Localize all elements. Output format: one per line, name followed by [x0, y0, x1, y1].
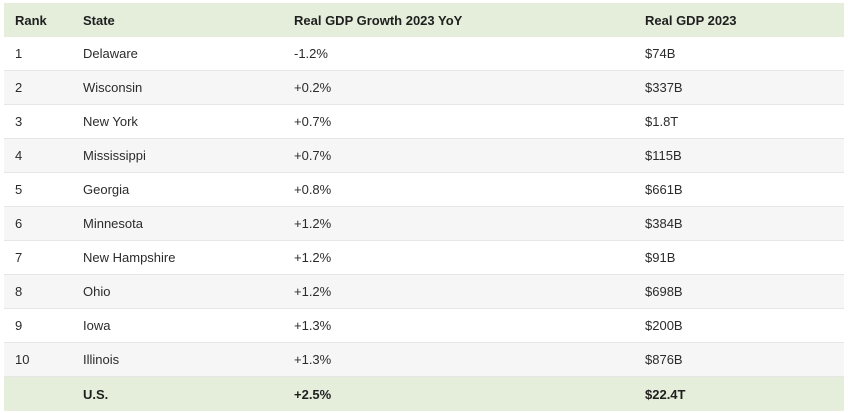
total-growth: +2.5% — [294, 386, 332, 402]
cell-rank: 5 — [15, 182, 23, 197]
cell-rank: 3 — [15, 114, 23, 129]
cell-rank: 10 — [15, 352, 30, 367]
table-row: 8 Ohio +1.2% $698B — [4, 275, 844, 309]
cell-gdp: $384B — [645, 216, 683, 231]
cell-state: New Hampshire — [83, 250, 176, 265]
cell-state: New York — [83, 114, 138, 129]
cell-growth: +0.8% — [294, 182, 332, 197]
table-row: 7 New Hampshire +1.2% $91B — [4, 241, 844, 275]
gdp-growth-table: Rank State Real GDP Growth 2023 YoY Real… — [4, 3, 844, 411]
header-rank: Rank — [15, 12, 47, 28]
table-body: 1 Delaware -1.2% $74B 2 Wisconsin +0.2% $337B 3 N… — [4, 37, 844, 377]
cell-growth: +1.3% — [294, 318, 332, 333]
cell-growth: +1.2% — [294, 284, 332, 299]
cell-rank: 2 — [15, 80, 23, 95]
table-header-row: Rank State Real GDP Growth 2023 YoY Real… — [4, 3, 844, 37]
cell-state: Minnesota — [83, 216, 143, 231]
cell-state: Georgia — [83, 182, 130, 197]
cell-rank: 6 — [15, 216, 23, 231]
cell-growth: +0.7% — [294, 148, 332, 163]
cell-gdp: $91B — [645, 250, 676, 265]
cell-rank: 8 — [15, 284, 23, 299]
cell-gdp: $115B — [645, 148, 682, 163]
table-row: 3 New York +0.7% $1.8T — [4, 105, 844, 139]
cell-growth: +0.7% — [294, 114, 332, 129]
header-growth: Real GDP Growth 2023 YoY — [294, 12, 463, 28]
header-state: State — [83, 12, 115, 28]
cell-state: Wisconsin — [83, 80, 143, 95]
table-row: 6 Minnesota +1.2% $384B — [4, 207, 844, 241]
cell-growth: +0.2% — [294, 80, 332, 95]
cell-gdp: $876B — [645, 352, 683, 367]
cell-gdp: $74B — [645, 46, 676, 61]
total-gdp: $22.4T — [645, 386, 686, 402]
cell-gdp: $200B — [645, 318, 683, 333]
cell-gdp: $337B — [645, 80, 683, 95]
cell-gdp: $1.8T — [645, 114, 679, 129]
cell-gdp: $698B — [645, 284, 683, 299]
cell-state: Delaware — [83, 46, 138, 61]
cell-state: Ohio — [83, 284, 111, 299]
header-gdp: Real GDP 2023 — [645, 12, 737, 28]
cell-state: Iowa — [83, 318, 111, 333]
cell-growth: +1.2% — [294, 250, 332, 265]
cell-rank: 7 — [15, 250, 23, 265]
total-state: U.S. — [83, 386, 109, 402]
cell-state: Mississippi — [83, 148, 146, 163]
total-row: U.S. +2.5% $22.4T — [4, 377, 844, 411]
cell-rank: 4 — [15, 148, 23, 163]
cell-rank: 9 — [15, 318, 23, 333]
cell-gdp: $661B — [645, 182, 683, 197]
cell-rank: 1 — [15, 46, 23, 61]
table-row: 2 Wisconsin +0.2% $337B — [4, 71, 844, 105]
table-row: 9 Iowa +1.3% $200B — [4, 309, 844, 343]
table-row: 4 Mississippi +0.7% $115B — [4, 139, 844, 173]
cell-state: Illinois — [83, 352, 120, 367]
cell-growth: +1.3% — [294, 352, 332, 367]
table-row: 10 Illinois +1.3% $876B — [4, 343, 844, 377]
cell-growth: +1.2% — [294, 216, 332, 231]
table-row: 5 Georgia +0.8% $661B — [4, 173, 844, 207]
table-row: 1 Delaware -1.2% $74B — [4, 37, 844, 71]
cell-growth: -1.2% — [294, 46, 328, 61]
